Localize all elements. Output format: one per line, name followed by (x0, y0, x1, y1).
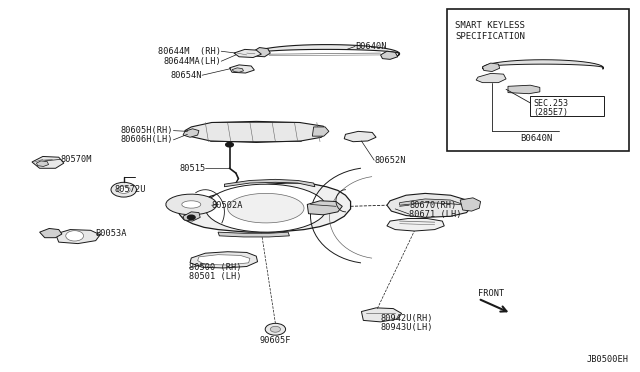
Text: SPECIFICATION: SPECIFICATION (455, 32, 525, 41)
Text: 80644M  (RH): 80644M (RH) (158, 47, 221, 56)
FancyBboxPatch shape (531, 96, 604, 116)
Polygon shape (183, 129, 199, 137)
Polygon shape (218, 232, 289, 237)
Polygon shape (185, 121, 328, 142)
Polygon shape (387, 193, 472, 217)
Text: 80942U(RH): 80942U(RH) (381, 314, 433, 323)
Polygon shape (179, 183, 351, 232)
Polygon shape (483, 63, 500, 71)
Polygon shape (190, 252, 257, 268)
Polygon shape (205, 184, 326, 232)
Polygon shape (32, 157, 64, 168)
Polygon shape (225, 179, 315, 187)
Circle shape (265, 323, 285, 335)
Text: 80943U(LH): 80943U(LH) (381, 323, 433, 332)
Polygon shape (232, 68, 244, 72)
Text: 80605H(RH): 80605H(RH) (121, 126, 173, 135)
Polygon shape (312, 127, 329, 136)
Text: SEC.253: SEC.253 (534, 99, 568, 108)
Polygon shape (381, 51, 397, 60)
Polygon shape (387, 218, 444, 231)
Circle shape (111, 182, 136, 197)
Text: B0640N: B0640N (355, 42, 387, 51)
Circle shape (270, 326, 280, 332)
Polygon shape (36, 161, 49, 166)
Text: 80644MA(LH): 80644MA(LH) (163, 57, 221, 66)
Text: JB0500EH: JB0500EH (587, 355, 629, 364)
Text: 80515: 80515 (179, 164, 205, 173)
Text: 80652N: 80652N (374, 155, 406, 165)
Text: 80670(RH): 80670(RH) (409, 201, 456, 210)
Polygon shape (182, 201, 201, 208)
Polygon shape (399, 199, 465, 205)
Polygon shape (508, 85, 540, 94)
Text: B0053A: B0053A (96, 230, 127, 238)
Circle shape (226, 142, 234, 147)
Circle shape (66, 231, 84, 241)
Polygon shape (234, 49, 261, 58)
Polygon shape (166, 194, 217, 215)
Circle shape (117, 186, 130, 193)
Polygon shape (476, 73, 506, 83)
Text: 80500 (RH): 80500 (RH) (189, 263, 242, 272)
Polygon shape (198, 255, 250, 265)
Polygon shape (253, 45, 399, 56)
Text: 80671 (LH): 80671 (LH) (409, 209, 461, 219)
Text: 80606H(LH): 80606H(LH) (121, 135, 173, 144)
Text: 80572U: 80572U (115, 185, 147, 194)
Polygon shape (460, 198, 481, 211)
Polygon shape (56, 230, 100, 244)
FancyBboxPatch shape (447, 9, 629, 151)
Text: 80501 (LH): 80501 (LH) (189, 272, 242, 281)
Polygon shape (228, 193, 304, 223)
Text: B0640N: B0640N (520, 134, 553, 142)
Polygon shape (230, 65, 254, 73)
Polygon shape (307, 201, 342, 215)
Text: FRONT: FRONT (478, 289, 504, 298)
Text: 80654N: 80654N (171, 71, 202, 80)
Circle shape (188, 215, 195, 219)
Polygon shape (483, 60, 604, 69)
Text: SMART KEYLESS: SMART KEYLESS (455, 20, 525, 30)
Polygon shape (183, 212, 200, 221)
Polygon shape (344, 131, 376, 142)
Text: 90605F: 90605F (260, 336, 291, 345)
Text: (285E7): (285E7) (534, 109, 568, 118)
Text: 80502A: 80502A (212, 201, 243, 210)
Polygon shape (362, 308, 401, 322)
Text: 80570M: 80570M (60, 155, 92, 164)
Polygon shape (40, 228, 62, 238)
Polygon shape (252, 48, 270, 57)
